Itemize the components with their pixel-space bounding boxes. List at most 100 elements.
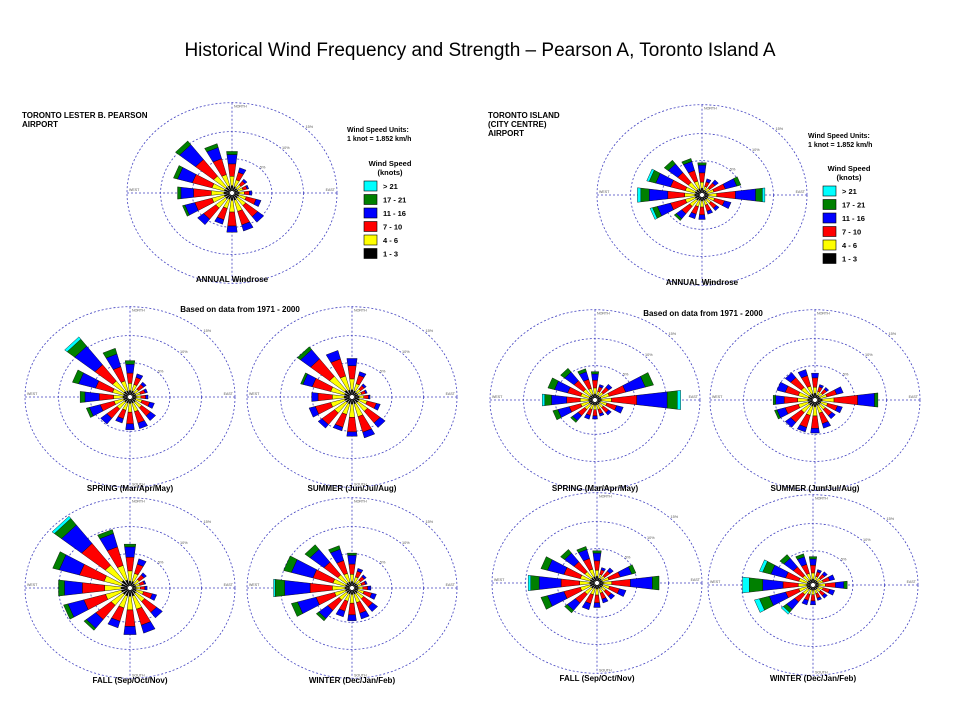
windrose-panel: 5% 10% 15% NORTH SOUTH EAST WEST FALL (Sep/Oct/… <box>491 492 703 683</box>
windrose-segment-N-bin3 <box>591 373 599 381</box>
windrose-segment-E-bin1 <box>708 193 717 197</box>
windrose-segment-NE-bin3 <box>361 383 367 389</box>
windrose-segment-WSW-bin5 <box>754 598 765 613</box>
windrose-segment-NNW-bin3 <box>325 350 341 363</box>
windrose-segment-N-bin2 <box>593 560 601 571</box>
windrose-center <box>229 190 235 196</box>
legend-label: 11 - 16 <box>383 209 406 218</box>
windrose-segment-S-bin2 <box>811 415 819 429</box>
windrose-center <box>594 580 600 586</box>
legend-title: Wind Speed <box>828 164 871 173</box>
windrose-segment-S-bin3 <box>125 423 135 430</box>
legend-label: 1 - 3 <box>383 250 398 259</box>
windrose-segment-S-bin3 <box>810 428 820 434</box>
compass-label-south: SOUTH <box>354 673 367 677</box>
ring-label: 15% <box>204 329 212 333</box>
windrose-segment-E-bin5 <box>677 390 681 410</box>
windrose-segment-NW-bin4 <box>560 549 572 560</box>
windrose-segment-NW-bin4 <box>297 346 312 361</box>
windrose-segment-ENE-bin4 <box>733 176 742 187</box>
windrose-segment-E-bin0 <box>817 398 823 402</box>
windrose-segment-S-bin2 <box>124 609 136 627</box>
windrose-segment-E-bin0 <box>704 194 709 196</box>
windrose-segment-NE-bin3 <box>140 381 147 388</box>
windrose-segment-N-bin2 <box>811 377 819 388</box>
windrose-segment-N-bin0 <box>811 578 815 583</box>
windrose-segment-W-bin1 <box>798 583 807 587</box>
windrose-segment-WSW-bin4 <box>182 204 190 217</box>
windrose-segment-E-bin4 <box>666 390 678 410</box>
island-station-header: TORONTO ISLAND (CITY CENTRE) AIRPORT Win… <box>488 111 872 318</box>
ring-label: 10% <box>645 353 653 357</box>
windrose-segment-N-bin2 <box>125 556 135 572</box>
windrose-segment-W-bin2 <box>667 190 685 200</box>
windrose-segment-W-bin5 <box>528 575 531 591</box>
legend-title: Wind Speed <box>369 159 412 168</box>
windrose-segment-E-bin1 <box>357 586 364 590</box>
compass-label-south: SOUTH <box>815 670 828 674</box>
windrose-segment-N-bin1 <box>127 570 133 582</box>
legend-swatch <box>363 248 378 259</box>
windrose-segment-E-bin3 <box>367 585 372 591</box>
legend-label: 17 - 21 <box>383 196 406 205</box>
windrose-segment-W-bin3 <box>84 391 100 403</box>
windrose-segment-E-bin1 <box>358 395 364 399</box>
windrose-segment-NNW-bin4 <box>576 546 588 553</box>
windrose-segment-W-bin3 <box>775 395 785 405</box>
windrose-panel: 5% 10% 15% NORTH SOUTH EAST WEST SUMMER (Jun/Ju… <box>709 309 921 493</box>
windrose-segment-W-bin2 <box>317 392 333 402</box>
windrose-segment-E-bin1 <box>601 397 612 403</box>
windrose-segment-ESE-bin3 <box>617 588 627 597</box>
windrose-segment-S-bin1 <box>229 200 235 213</box>
windrose-segment-S-bin0 <box>128 399 132 404</box>
windrose-segment-SE-bin3 <box>145 411 156 421</box>
windrose-segment-WNW-bin4 <box>540 556 553 571</box>
windrose-title: SPRING (Mar/Apr/May) <box>552 484 639 493</box>
windrose-segment-N-bin0 <box>230 185 234 191</box>
windrose-panel: 5% 10% 15% NORTH SOUTH EAST WEST ANNUAL Windros… <box>126 102 338 284</box>
windrose-segment-NNW-bin4 <box>204 143 219 153</box>
windrose-segment-NNW-bin4 <box>681 158 693 165</box>
windrose-segment-N-bin4 <box>591 371 599 375</box>
windrose-segment-N-bin4 <box>347 552 357 556</box>
windrose-panel: 5% 10% 15% NORTH SOUTH EAST WEST WINTER (Dec/Ja… <box>246 497 458 685</box>
windrose-segment-NNE-bin3 <box>705 178 712 184</box>
windrose-segment-W-bin4 <box>274 579 285 597</box>
windrose-title: SPRING (Mar/Apr/May) <box>87 484 174 493</box>
ring-label: 5% <box>260 165 266 169</box>
windrose-segment-NNE-bin3 <box>356 568 364 574</box>
compass-label-south: SOUTH <box>817 485 830 489</box>
compass-label-west: WEST <box>710 580 721 584</box>
windrose-segment-W-bin4 <box>79 391 86 403</box>
windrose-segment-E-bin0 <box>815 584 819 586</box>
ring-label: 5% <box>841 557 847 561</box>
compass-label-east: EAST <box>224 583 234 587</box>
windrose-segment-SSW-bin3 <box>581 601 591 611</box>
windrose-segment-W-bin4 <box>177 186 182 200</box>
windrose-segment-NE-bin3 <box>711 179 719 186</box>
ring-label: 10% <box>402 541 410 545</box>
windrose-segment-S-bin1 <box>811 589 815 595</box>
windrose-panel: 5% 10% 15% NORTH SOUTH EAST WEST SPRING (Mar/Ap… <box>24 306 236 493</box>
windrose-segment-W-bin0 <box>806 584 811 586</box>
windrose-segment-SSW-bin3 <box>332 424 344 432</box>
windrose-segment-S-bin1 <box>126 596 134 611</box>
windrose-segment-N-bin3 <box>124 546 136 558</box>
compass-label-north: NORTH <box>599 495 612 499</box>
windrose-segment-N-bin3 <box>226 154 238 165</box>
windrose-segment-ENE-bin3 <box>364 389 368 394</box>
windrose-segment-NNW-bin4 <box>795 553 805 560</box>
compass-label-east: EAST <box>909 395 919 399</box>
windrose-segment-E-bin3 <box>735 188 756 202</box>
windrose-segment-SW-bin4 <box>673 213 683 221</box>
windrose-center <box>349 585 355 591</box>
windrose-segment-N-bin2 <box>227 163 237 177</box>
windrose-segment-N-bin0 <box>813 393 817 398</box>
windrose-segment-SSE-bin3 <box>140 621 156 634</box>
windrose-segment-SSE-bin3 <box>241 221 254 232</box>
windrose-segment-SE-bin3 <box>150 606 163 619</box>
legend-swatch <box>822 226 837 237</box>
windrose-title: WINTER (Dec/Jan/Feb) <box>309 676 396 685</box>
windrose-segment-W-bin3 <box>311 392 319 402</box>
pearson-units-value: 1 knot = 1.852 km/h <box>347 136 411 143</box>
